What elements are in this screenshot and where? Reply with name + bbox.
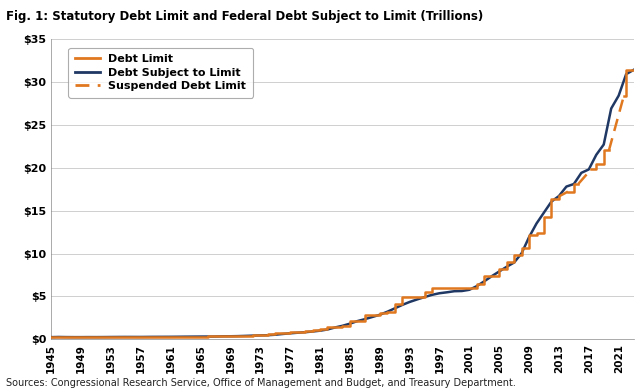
- Text: Sources: Congressional Research Service, Office of Management and Budget, and Tr: Sources: Congressional Research Service,…: [6, 378, 516, 388]
- Text: Fig. 1: Statutory Debt Limit and Federal Debt Subject to Limit (Trillions): Fig. 1: Statutory Debt Limit and Federal…: [6, 10, 484, 23]
- Legend: Debt Limit, Debt Subject to Limit, Suspended Debt Limit: Debt Limit, Debt Subject to Limit, Suspe…: [68, 48, 253, 98]
